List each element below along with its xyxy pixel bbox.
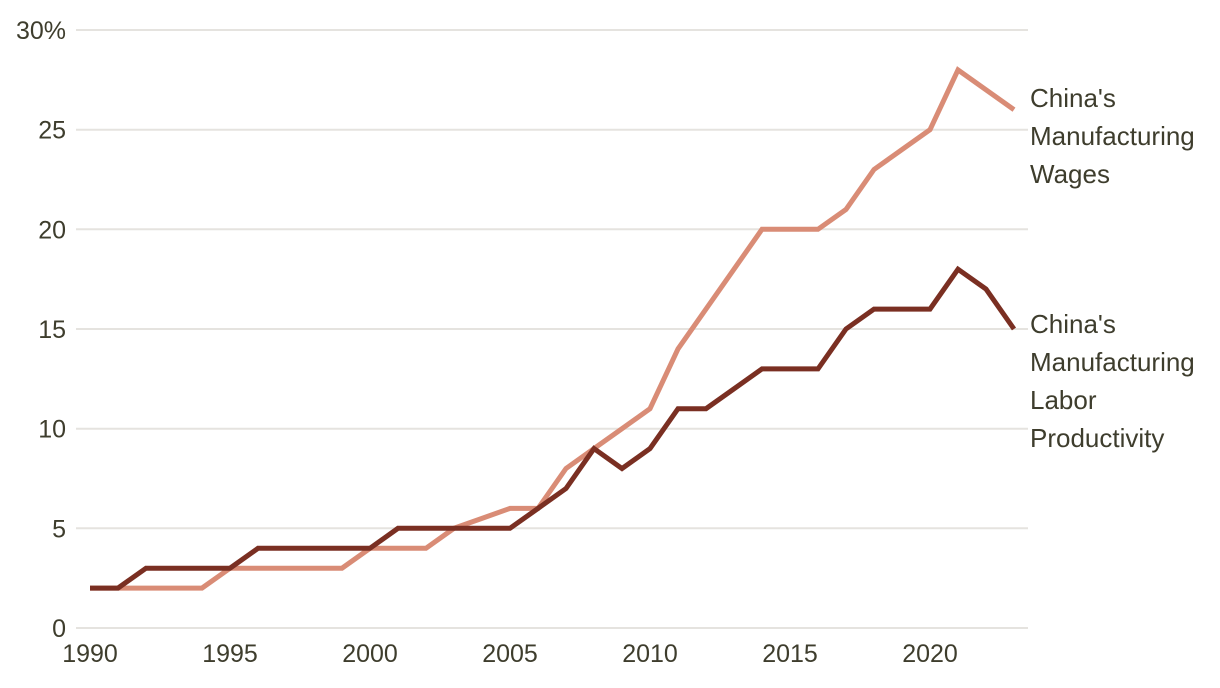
x-axis-tick-label: 2020: [902, 640, 958, 668]
x-axis-tick-label: 2000: [342, 640, 398, 668]
y-axis-tick-label: 30%: [16, 17, 66, 45]
wages-series-label: China's Manufacturing Wages: [1030, 83, 1195, 189]
x-axis-tick-label: 2015: [762, 640, 818, 668]
x-axis-tick-label: 1990: [62, 640, 118, 668]
x-axis-tick-label: 2005: [482, 640, 538, 668]
y-axis-tick-label: 10: [38, 416, 66, 444]
y-axis-tick-label: 0: [52, 615, 66, 643]
x-axis-tick-label: 2010: [622, 640, 678, 668]
productivity-line: [90, 265, 1017, 591]
y-axis-tick-label: 5: [52, 515, 66, 543]
y-axis-tick-label: 25: [38, 117, 66, 145]
productivity-series-label: China's Manufacturing Labor Productivity: [1030, 309, 1195, 453]
x-axis-tick-label: 1995: [202, 640, 258, 668]
y-axis-tick-label: 20: [38, 216, 66, 244]
wages-line: [90, 66, 1016, 591]
y-axis-tick-label: 15: [38, 316, 66, 344]
